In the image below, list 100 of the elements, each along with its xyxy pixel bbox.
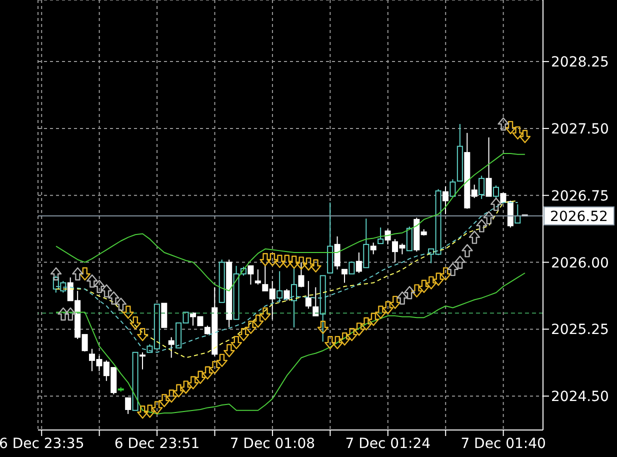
point — [390, 296, 401, 310]
point — [490, 198, 502, 211]
point — [130, 316, 141, 330]
point — [144, 404, 156, 418]
point — [375, 306, 386, 319]
point — [382, 301, 394, 314]
candlestick — [254, 268, 261, 286]
y-tick-label: 2026.00 — [551, 255, 609, 272]
point — [310, 259, 322, 272]
y-tick-label: 2026.75 — [551, 188, 609, 204]
point — [483, 211, 494, 224]
point — [224, 344, 235, 358]
point — [158, 394, 170, 408]
point — [360, 317, 372, 330]
candlestick — [442, 186, 448, 215]
point — [512, 126, 524, 140]
point — [339, 332, 350, 346]
point — [332, 336, 343, 350]
point — [122, 306, 134, 319]
x-tick-label: 6 Dec 23:35 — [0, 436, 84, 452]
y-tick-label: 2024.50 — [551, 389, 609, 406]
candlestick — [378, 226, 384, 244]
point — [173, 384, 184, 398]
point — [50, 267, 62, 280]
point — [86, 274, 98, 288]
point — [447, 262, 458, 276]
candlestick — [248, 265, 254, 286]
x-tick-label: 6 Dec 23:51 — [114, 436, 200, 452]
point — [202, 366, 214, 380]
point — [346, 328, 358, 342]
point — [115, 298, 127, 311]
point — [216, 354, 228, 368]
point — [296, 256, 307, 270]
candlestick — [284, 288, 290, 302]
point — [238, 328, 250, 342]
point — [404, 286, 416, 300]
point — [245, 320, 256, 334]
candlestick — [486, 136, 492, 197]
point — [137, 406, 148, 419]
point — [64, 307, 76, 321]
point — [426, 276, 437, 290]
point — [260, 253, 271, 266]
candlestick — [450, 178, 456, 197]
y-tick-label: 2028.25 — [551, 54, 609, 71]
candlestick — [406, 226, 412, 252]
point — [209, 360, 220, 374]
candlestick — [478, 175, 485, 200]
line-series — [56, 152, 526, 292]
point — [252, 314, 264, 328]
candlestick — [298, 262, 304, 288]
point — [94, 280, 105, 293]
point — [498, 117, 509, 131]
point — [274, 254, 286, 268]
point — [440, 267, 452, 280]
point — [454, 256, 466, 269]
point — [368, 312, 380, 326]
candlestick — [140, 352, 146, 370]
point — [396, 291, 408, 305]
point — [79, 267, 90, 280]
candlestick — [384, 228, 391, 245]
point — [151, 401, 163, 414]
point — [519, 130, 531, 144]
point — [281, 254, 292, 268]
candlestick — [493, 185, 499, 200]
candlestick — [370, 242, 376, 255]
y-tick-label: 2025.25 — [551, 322, 609, 338]
candlestick — [348, 260, 355, 274]
point — [100, 284, 112, 298]
point — [180, 380, 192, 394]
candlestick — [356, 252, 362, 274]
point — [432, 272, 444, 286]
candlestick — [276, 270, 283, 303]
point — [194, 370, 206, 384]
point — [137, 328, 148, 342]
candlestick — [125, 397, 132, 414]
ref-line-label: 2026.52 — [550, 208, 608, 225]
point — [230, 336, 242, 350]
point — [288, 256, 300, 269]
x-tick-label: 7 Dec 01:08 — [230, 436, 316, 452]
candlestick — [305, 280, 312, 310]
point — [266, 253, 278, 266]
candlestick — [334, 236, 340, 270]
point — [260, 307, 271, 321]
point — [166, 390, 178, 403]
point — [418, 280, 430, 293]
point — [188, 376, 199, 390]
candlestick — [312, 286, 319, 316]
point — [317, 320, 329, 334]
x-tick-label: 7 Dec 01:24 — [345, 436, 431, 452]
candlestick — [168, 336, 174, 358]
y-tick-label: 2027.50 — [551, 121, 609, 138]
point — [476, 219, 488, 232]
candlestick — [342, 268, 348, 284]
point — [353, 322, 365, 336]
point — [462, 244, 473, 258]
candlestick — [363, 218, 370, 268]
x-tick-label: 7 Dec 01:40 — [460, 436, 546, 452]
point — [108, 291, 120, 305]
point — [468, 230, 480, 244]
point — [411, 284, 422, 298]
